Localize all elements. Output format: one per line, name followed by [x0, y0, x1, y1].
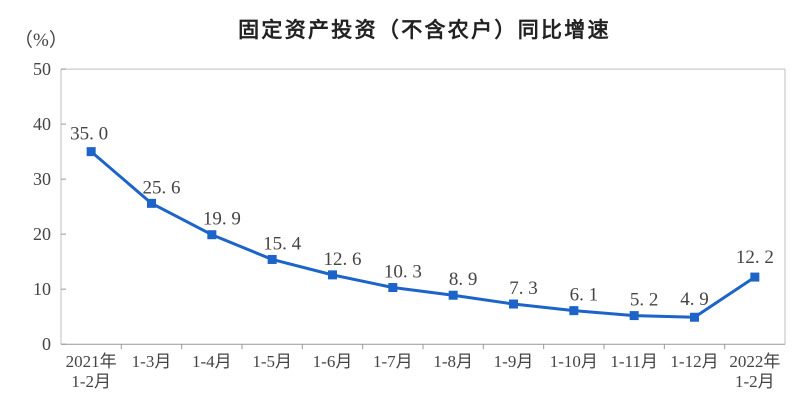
- svg-text:8. 9: 8. 9: [449, 269, 478, 290]
- svg-text:7. 3: 7. 3: [509, 278, 538, 299]
- svg-text:1-4月: 1-4月: [192, 352, 232, 371]
- svg-text:1-9月: 1-9月: [494, 352, 534, 371]
- svg-text:5. 2: 5. 2: [630, 290, 659, 311]
- svg-text:1-6月: 1-6月: [313, 352, 353, 371]
- svg-text:50: 50: [33, 59, 51, 79]
- svg-text:15. 4: 15. 4: [263, 233, 302, 254]
- svg-text:12. 2: 12. 2: [736, 247, 774, 268]
- svg-text:0: 0: [42, 334, 51, 354]
- svg-text:1-10月: 1-10月: [550, 352, 598, 371]
- svg-text:19. 9: 19. 9: [203, 209, 241, 230]
- svg-text:6. 1: 6. 1: [570, 285, 599, 306]
- svg-text:2022年: 2022年: [729, 352, 780, 371]
- svg-text:2021年: 2021年: [66, 352, 117, 371]
- svg-text:40: 40: [33, 114, 51, 134]
- svg-text:10. 3: 10. 3: [384, 262, 422, 283]
- svg-text:12. 6: 12. 6: [324, 249, 362, 270]
- svg-text:1-12月: 1-12月: [670, 352, 718, 371]
- svg-text:1-7月: 1-7月: [373, 352, 413, 371]
- svg-text:1-3月: 1-3月: [132, 352, 172, 371]
- svg-text:1-11月: 1-11月: [610, 352, 658, 371]
- svg-text:20: 20: [33, 224, 51, 244]
- svg-text:1-5月: 1-5月: [252, 352, 292, 371]
- svg-text:10: 10: [33, 279, 51, 299]
- svg-text:4. 9: 4. 9: [680, 289, 709, 310]
- svg-text:1-2月: 1-2月: [71, 372, 111, 391]
- svg-text:30: 30: [33, 169, 51, 189]
- svg-text:25. 6: 25. 6: [143, 177, 181, 198]
- svg-text:1-2月: 1-2月: [735, 372, 775, 391]
- svg-text:1-8月: 1-8月: [433, 352, 473, 371]
- svg-text:35. 0: 35. 0: [70, 124, 108, 145]
